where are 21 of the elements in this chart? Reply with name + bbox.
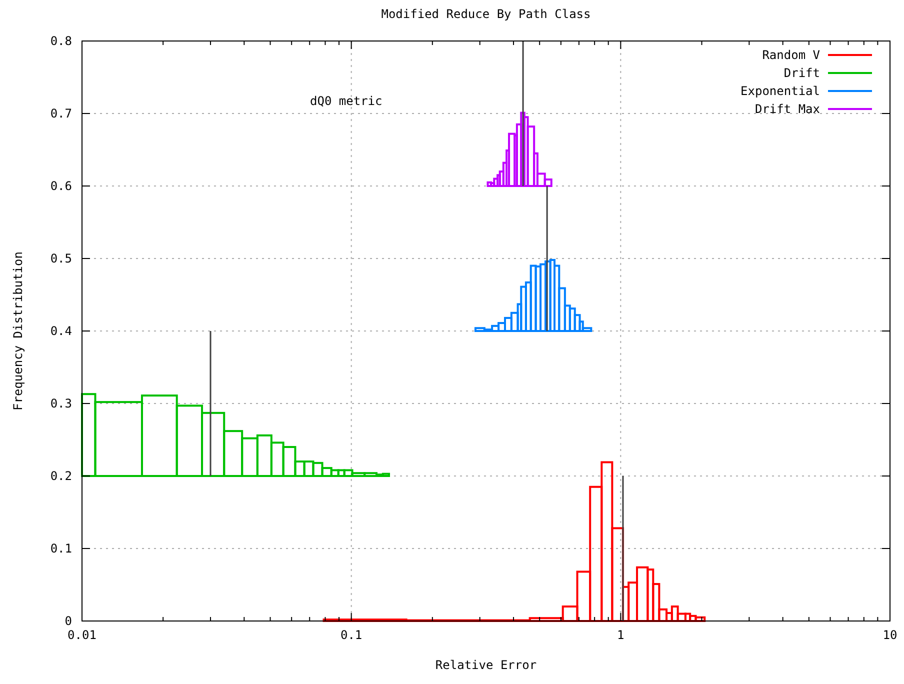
legend-label: Drift Max <box>754 102 820 116</box>
x-tick-label: 0.1 <box>340 628 362 642</box>
legend-label: Exponential <box>740 84 820 98</box>
x-tick-label: 0.01 <box>68 628 96 642</box>
y-tick-label: 0.3 <box>50 396 72 410</box>
y-tick-label: 0 <box>64 614 72 628</box>
x-tick-label: 1 <box>617 628 624 642</box>
y-axis-title: Frequency Distribution <box>11 252 25 410</box>
x-axis-title: Relative Error <box>435 658 537 672</box>
chart-title: Modified Reduce By Path Class <box>381 7 591 21</box>
y-tick-label: 0.7 <box>50 106 72 120</box>
x-tick-label: 10 <box>882 628 898 642</box>
annotation: dQ0 metric <box>310 94 382 108</box>
y-tick-label: 0.4 <box>50 324 72 338</box>
legend-label: Drift <box>784 66 820 80</box>
y-tick-label: 0.8 <box>50 34 72 48</box>
y-tick-label: 0.5 <box>50 252 72 266</box>
y-tick-label: 0.6 <box>50 179 72 193</box>
y-tick-label: 0.2 <box>50 469 72 483</box>
y-tick-label: 0.1 <box>50 542 72 556</box>
legend-label: Random V <box>762 48 820 62</box>
